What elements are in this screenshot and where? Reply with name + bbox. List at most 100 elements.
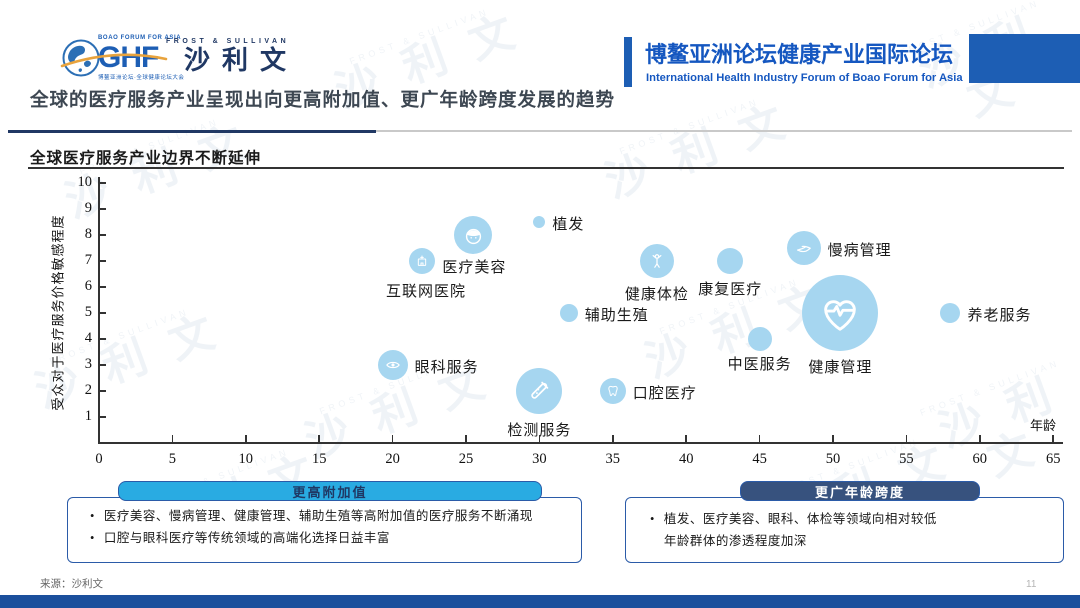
logo-ghf-subtext: 博鳌亚洲论坛·全球健康论坛大会: [98, 75, 185, 81]
logo-boao-text: BOAO FORUM FOR ASIA: [98, 35, 182, 41]
source-note: 来源：沙利文: [40, 579, 103, 590]
x-tick-label: 25: [458, 451, 474, 467]
callout-right-bullets: • 植发、医疗美容、眼科、体检等领域向相对较低年龄群体的渗透程度加深: [650, 509, 940, 553]
x-axis-line: [98, 442, 1063, 444]
y-tick-mark: [99, 208, 106, 210]
y-tick-label: 4: [84, 330, 92, 346]
callout-right-pill: 更广年龄跨度: [740, 481, 980, 501]
bubble-互联网医院: [408, 248, 435, 274]
bubble-label: 慢病管理: [827, 243, 892, 259]
x-tick-label: 50: [825, 451, 841, 467]
header-blue-rect: [969, 34, 1080, 83]
y-tick-mark: [99, 312, 106, 314]
x-tick-mark: [98, 435, 100, 442]
bubble-label: 健康体检: [624, 287, 689, 303]
page-number: 11: [1026, 579, 1037, 590]
tooth-icon: [608, 385, 618, 397]
callout-left-pill: 更高附加值: [118, 481, 542, 501]
callout-bullet: • 医疗美容、慢病管理、健康管理、辅助生殖等高附加值的医疗服务不断涌现: [90, 509, 533, 523]
x-tick-mark: [171, 435, 174, 442]
bubble-健康管理: [802, 275, 879, 351]
callout-bullet: • 植发、医疗美容、眼科、体检等领域向相对较低年龄群体的渗透程度加深: [650, 512, 937, 548]
x-tick-mark: [391, 435, 394, 442]
callout-bullet: • 口腔与眼科医疗等传统领域的高端化选择日益丰富: [90, 530, 390, 545]
bubble-label: 辅助生殖: [584, 308, 649, 324]
bubble-中医服务: [747, 327, 772, 351]
x-tick-label: 30: [532, 451, 547, 467]
y-axis-line: [98, 177, 100, 443]
y-tick-mark: [99, 416, 106, 418]
y-tick-mark: [99, 182, 106, 184]
bubble-label: 互联网医院: [385, 284, 466, 300]
heart-ecg-icon: [824, 300, 857, 331]
logo-frost-sullivan-cn: 沙利文: [184, 46, 299, 75]
title-divider-gray: [376, 130, 1072, 132]
logo-swoosh: [60, 53, 168, 68]
bubble-label: 养老服务: [967, 308, 1032, 324]
x-tick-mark: [905, 435, 908, 442]
x-tick-mark: [1052, 435, 1054, 442]
x-tick-mark: [758, 435, 761, 442]
y-tick-mark: [99, 234, 106, 236]
y-tick-mark: [99, 286, 106, 288]
bubble-label: 检测服务: [507, 423, 572, 439]
bubble-label: 口腔医疗: [632, 386, 697, 402]
header-accent-bar: [624, 37, 632, 87]
y-tick-mark: [99, 364, 106, 366]
y-tick-mark: [99, 390, 106, 392]
y-tick-label: 2: [84, 382, 92, 398]
bubble-label: 医疗美容: [442, 260, 507, 276]
callout-left-box: [67, 497, 582, 563]
x-tick-label: 20: [385, 451, 400, 467]
title-divider-dark: [8, 130, 376, 133]
bubble-检测服务: [516, 368, 563, 414]
person-icon: [652, 254, 662, 268]
y-tick-label: 3: [84, 356, 92, 372]
y-tick-label: 5: [84, 304, 92, 320]
x-tick-label: 60: [972, 451, 988, 467]
bubble-医疗美容: [454, 216, 493, 254]
hand-icon: [796, 245, 811, 253]
bubble-养老服务: [940, 303, 961, 323]
x-tick-mark: [538, 435, 541, 442]
x-tick-label: 35: [605, 451, 621, 467]
x-tick-label: 65: [1045, 451, 1061, 467]
bubble-label: 植发: [552, 217, 585, 233]
bubble-label: 中医服务: [727, 357, 792, 373]
x-tick-label: 45: [752, 451, 767, 467]
callout-left-bullets: • 医疗美容、慢病管理、健康管理、辅助生殖等高附加值的医疗服务不断涌现 • 口腔与眼科…: [90, 506, 568, 550]
y-tick-mark: [99, 260, 106, 262]
bubble-label: 眼科服务: [414, 360, 479, 376]
bubble-康复医疗: [717, 248, 744, 274]
hospital-icon: [417, 255, 427, 266]
bottom-bar: [0, 595, 1080, 608]
bubble-口腔医疗: [599, 378, 626, 404]
x-tick-mark: [685, 435, 687, 442]
x-tick-label: 55: [899, 451, 914, 467]
face-icon: [465, 228, 481, 244]
logo-frost-sullivan-en: FROST & SULLIVAN: [166, 38, 290, 45]
y-tick-label: 10: [77, 174, 93, 190]
bubble-慢病管理: [786, 231, 821, 265]
bubble-label: 康复医疗: [698, 282, 763, 298]
forum-title-en: International Health Industry Forum of B…: [646, 72, 963, 84]
x-tick-mark: [465, 435, 467, 442]
y-tick-mark: [99, 338, 106, 340]
ghf-logo: BOAO FORUM FOR ASIA GHF 博鳌亚洲论坛·全球健康论坛大会 …: [60, 30, 320, 86]
y-tick-label: 9: [84, 200, 92, 216]
eye-icon: [385, 361, 400, 369]
test-tube-icon: [531, 381, 549, 399]
x-tick-mark: [832, 435, 834, 442]
x-tick-mark: [245, 435, 247, 442]
x-axis-title: 年龄: [1030, 418, 1057, 433]
bubble-辅助生殖: [559, 304, 578, 322]
y-tick-label: 7: [84, 252, 92, 268]
chart-heading: 全球医疗服务产业边界不断延伸: [30, 150, 262, 167]
x-tick-mark: [979, 435, 981, 442]
x-tick-mark: [318, 435, 320, 442]
y-tick-label: 6: [84, 278, 92, 294]
forum-title-cn: 博鳌亚洲论坛健康产业国际论坛: [645, 42, 954, 67]
bubble-植发: [533, 216, 546, 228]
